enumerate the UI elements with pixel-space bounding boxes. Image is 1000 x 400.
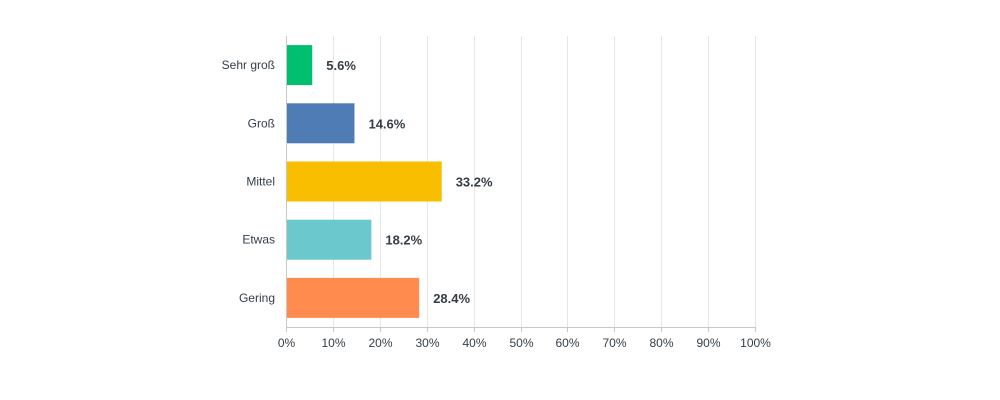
x-tick-label: 80%: [649, 336, 673, 350]
bar[interactable]: [287, 45, 313, 86]
x-axis-ticks: 0% 10% 20% 30% 40% 50% 60% 70% 80% 90% 100%: [278, 36, 771, 350]
x-tick-label: 0%: [278, 336, 296, 350]
bars: [287, 45, 442, 318]
bar[interactable]: [287, 161, 442, 202]
x-tick-label: 50%: [509, 336, 533, 350]
x-tick-label: 40%: [462, 336, 486, 350]
x-tick-label: 70%: [602, 336, 626, 350]
category-label: Sehr groß: [222, 58, 275, 72]
x-tick-label: 20%: [368, 336, 392, 350]
data-label: 28.4%: [433, 291, 470, 306]
category-label: Groß: [248, 116, 275, 130]
data-label: 33.2%: [456, 175, 493, 190]
category-label: Mittel: [246, 175, 275, 189]
category-label: Etwas: [242, 233, 275, 247]
data-label: 14.6%: [368, 116, 405, 131]
data-label: 18.2%: [385, 233, 422, 248]
bar[interactable]: [287, 277, 420, 318]
x-tick-label: 100%: [740, 336, 771, 350]
category-labels: Sehr groß Groß Mittel Etwas Gering: [222, 58, 275, 305]
bar[interactable]: [287, 103, 355, 144]
grid-lines: [333, 36, 756, 327]
x-tick-label: 30%: [415, 336, 439, 350]
bar[interactable]: [287, 219, 372, 260]
value-labels: 5.6% 14.6% 33.2% 18.2% 28.4%: [326, 58, 493, 306]
x-tick-label: 10%: [321, 336, 345, 350]
category-label: Gering: [239, 291, 275, 305]
x-tick-label: 90%: [696, 336, 720, 350]
x-tick-label: 60%: [555, 336, 579, 350]
data-label: 5.6%: [326, 58, 356, 73]
